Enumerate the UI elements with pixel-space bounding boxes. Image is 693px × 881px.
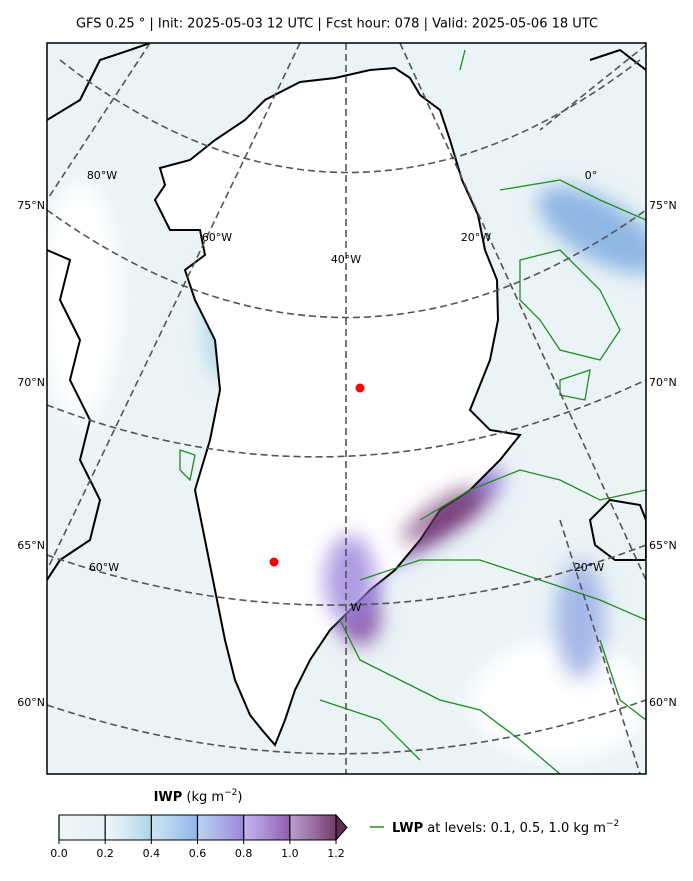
greenland-coast [153,66,522,747]
lon-label: 20°W [574,561,604,574]
lon-label: 40°W [331,253,361,266]
graticule [47,43,646,774]
iceland-coast [588,498,646,561]
colorbar-tick-label: 0.8 [235,847,253,860]
lon-label: 20°W [461,231,491,244]
colorbar-segment [243,815,291,840]
lon-label: 0° [585,169,598,182]
lat-label: 60°N [17,696,45,709]
marker [355,383,365,393]
lon-label: 60°W [89,561,119,574]
colorbar-extend [335,813,348,842]
colorbar-tick-label: 1.2 [327,847,345,860]
lat-label: 60°N [649,696,677,709]
lat-label: 65°N [17,539,45,552]
colorbar-segment [59,815,106,840]
lon-label: 80°W [87,169,117,182]
lat-label: 65°N [649,539,677,552]
lwp-contours [179,49,646,774]
lon-label: W [351,601,362,614]
colorbar-segment [289,815,337,840]
colorbar-tick-label: 0.6 [189,847,207,860]
colorbar-segment [197,815,245,840]
colorbar-label: IWP (kg m−2) [154,788,243,805]
map-title: GFS 0.25 ° | Init: 2025-05-03 12 UTC | F… [76,17,598,32]
lat-label: 75°N [17,199,45,212]
colorbar-segment [105,815,152,840]
colorbar-tick-label: 0.0 [50,847,68,860]
map-area: 80°W 60°W 40°W 20°W 0° 60°W 20°W W [47,43,646,774]
colorbar-segment [151,815,198,840]
colorbar: 0.0 0.2 0.4 0.6 0.8 1.0 1.2 [50,813,348,860]
colorbar-tick-label: 0.4 [143,847,161,860]
colorbar-tick-label: 1.0 [281,847,299,860]
lat-label: 70°N [17,376,45,389]
lon-label: 60°W [202,231,232,244]
lat-label: 75°N [649,199,677,212]
map-frame [46,42,647,775]
iwp-field-ice [325,487,478,625]
marker [269,557,279,567]
lat-label: 70°N [649,376,677,389]
legend-text: LWP at levels: 0.1, 0.5, 1.0 kg m−2 [392,819,619,836]
colorbar-tick-label: 0.2 [96,847,114,860]
